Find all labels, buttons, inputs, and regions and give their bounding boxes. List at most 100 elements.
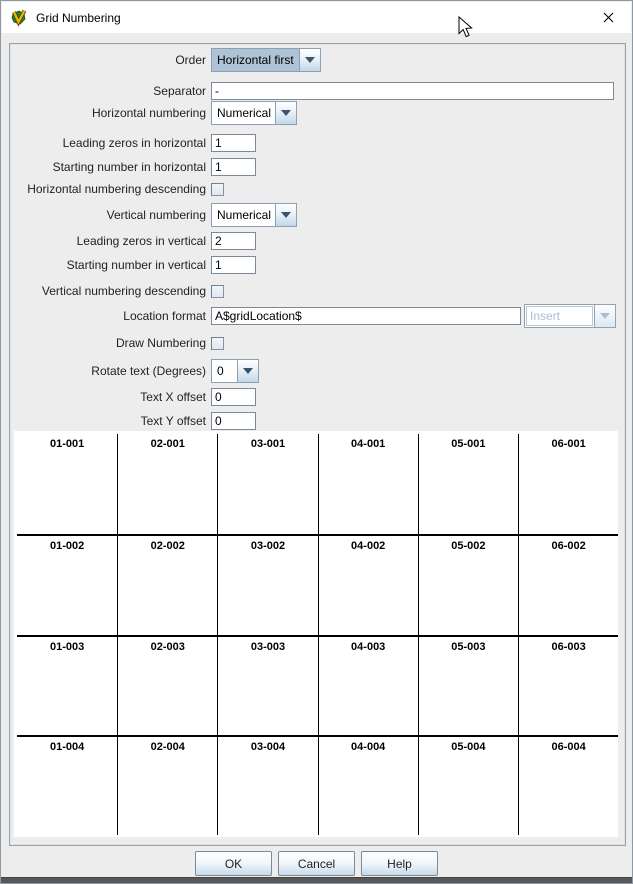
chevron-down-icon[interactable] <box>299 49 320 71</box>
form-row-rotate-text: Rotate text (Degrees) 0 <box>10 358 259 384</box>
chevron-down-icon[interactable] <box>237 360 258 382</box>
window-title: Grid Numbering <box>36 10 121 25</box>
form-row-horizontal-descending: Horizontal numbering descending <box>10 176 224 202</box>
draw-numbering-checkbox[interactable] <box>211 336 224 350</box>
chevron-down-icon[interactable] <box>275 204 296 226</box>
form-row-location-format: Location format Insert <box>10 303 616 329</box>
grid-cell-label: 06-004 <box>551 740 586 753</box>
vertical-descending-checkbox[interactable] <box>211 284 224 298</box>
horizontal-numbering-combobox[interactable]: Numerical <box>211 101 297 125</box>
grid-cell-label: 05-003 <box>451 640 486 653</box>
grid-cell-label: 05-002 <box>451 540 486 553</box>
grid-cell-label: 04-003 <box>351 640 386 653</box>
grid-cell: 04-004 <box>317 734 418 836</box>
starting-number-horizontal-input[interactable] <box>211 158 256 176</box>
vertical-numbering-label: Vertical numbering <box>106 208 206 222</box>
form-row-starting-number-horizontal: Starting number in horizontal <box>10 154 256 180</box>
grid-cell-label: 03-003 <box>250 640 286 653</box>
grid-cell: 03-001 <box>217 434 317 535</box>
chevron-down-icon <box>594 305 615 327</box>
close-icon <box>603 12 613 23</box>
insert-combobox-value: Insert <box>526 306 593 326</box>
separator-input[interactable] <box>211 82 614 100</box>
grid-cell: 03-002 <box>217 534 318 635</box>
leading-zeros-horizontal-input[interactable] <box>211 134 256 152</box>
grid-cell: 04-001 <box>317 434 418 535</box>
grid-cell: 01-002 <box>17 534 118 634</box>
separator-label: Separator <box>153 84 206 98</box>
form-row-leading-zeros-vertical: Leading zeros in vertical <box>10 228 256 254</box>
close-button[interactable] <box>585 2 631 33</box>
form-row-leading-zeros-horizontal: Leading zeros in horizontal <box>10 130 256 156</box>
text-x-offset-input[interactable] <box>211 388 256 406</box>
form-row-horizontal-numbering: Horizontal numbering Numerical <box>10 100 297 126</box>
grid-cell-label: 04-002 <box>351 540 386 553</box>
chevron-down-icon[interactable] <box>275 102 296 124</box>
horizontal-numbering-label: Horizontal numbering <box>91 106 206 120</box>
starting-number-vertical-input[interactable] <box>211 256 256 274</box>
grid-cell-label: 06-001 <box>551 438 586 450</box>
starting-number-vertical-label: Starting number in vertical <box>66 258 206 272</box>
grid-cell-label: 06-003 <box>551 640 586 653</box>
form-row-vertical-numbering: Vertical numbering Numerical <box>10 202 297 228</box>
grid-cell-label: 03-001 <box>250 438 286 450</box>
rotate-text-combobox[interactable]: 0 <box>211 359 259 383</box>
ok-button[interactable]: OK <box>195 851 272 876</box>
grid-cell-label: 01-003 <box>49 640 85 653</box>
rotate-text-value: 0 <box>212 360 237 382</box>
insert-combobox: Insert <box>524 304 616 328</box>
grid-cell: 06-004 <box>518 734 618 836</box>
vertical-numbering-combobox[interactable]: Numerical <box>211 203 297 227</box>
horizontal-descending-label: Horizontal numbering descending <box>27 182 206 196</box>
form-row-order: Order Horizontal first <box>10 47 321 73</box>
form-row-text-x-offset: Text X offset <box>10 384 256 410</box>
leading-zeros-vertical-label: Leading zeros in vertical <box>76 234 206 248</box>
location-format-input[interactable] <box>211 307 521 325</box>
grid-cell: 02-004 <box>117 734 218 836</box>
leading-zeros-vertical-input[interactable] <box>211 232 256 250</box>
mouse-cursor <box>458 15 473 44</box>
grid-cell: 06-003 <box>518 634 618 735</box>
grid-cell-label: 01-002 <box>49 540 85 553</box>
text-y-offset-label: Text Y offset <box>140 414 206 428</box>
grid-cell-label: 02-004 <box>150 740 185 753</box>
order-label: Order <box>175 53 206 67</box>
grid-cell-label: 02-002 <box>150 540 185 553</box>
starting-number-horizontal-label: Starting number in horizontal <box>52 160 206 174</box>
cancel-button[interactable]: Cancel <box>278 851 355 876</box>
vertical-descending-label: Vertical numbering descending <box>41 284 206 298</box>
grid-cell: 05-003 <box>417 634 518 735</box>
grid-cell-label: 04-004 <box>351 740 386 753</box>
grid-cell-label: 01-001 <box>49 438 85 450</box>
leading-zeros-horizontal-label: Leading zeros in horizontal <box>62 136 206 150</box>
location-format-label: Location format <box>123 309 206 323</box>
text-x-offset-label: Text X offset <box>140 390 206 404</box>
rotate-text-label: Rotate text (Degrees) <box>91 364 206 378</box>
grid-cell: 01-001 <box>17 434 117 534</box>
grid-cell-label: 01-004 <box>49 740 85 753</box>
app-icon <box>9 8 29 28</box>
grid-cell: 06-001 <box>518 434 618 535</box>
button-bar: OK Cancel Help <box>2 846 631 879</box>
grid-cell-label: 05-004 <box>451 740 486 753</box>
grid-cell: 04-003 <box>317 634 418 735</box>
form-row-draw-numbering: Draw Numbering <box>10 330 224 356</box>
horizontal-descending-checkbox[interactable] <box>211 182 224 196</box>
form-row-starting-number-vertical: Starting number in vertical <box>10 252 256 278</box>
grid-cell-label: 02-003 <box>150 640 185 653</box>
text-y-offset-input[interactable] <box>211 412 256 430</box>
help-button[interactable]: Help <box>361 851 438 876</box>
grid-cell: 05-004 <box>417 734 518 836</box>
grid-preview: 01-001 02-001 03-001 04-001 05-001 06-001 01-0… <box>14 431 618 837</box>
grid-cell: 02-003 <box>117 634 218 735</box>
vertical-numbering-value: Numerical <box>212 204 275 226</box>
order-combobox[interactable]: Horizontal first <box>211 48 321 72</box>
form-row-text-y-offset: Text Y offset <box>10 408 256 434</box>
form-row-vertical-descending: Vertical numbering descending <box>10 278 224 304</box>
grid-cell: 04-002 <box>317 534 418 635</box>
grid-cell: 02-001 <box>117 434 217 535</box>
grid-cell-label: 03-002 <box>250 540 286 553</box>
grid-cell-label: 05-001 <box>451 438 486 450</box>
window-bottom-edge <box>1 877 632 883</box>
